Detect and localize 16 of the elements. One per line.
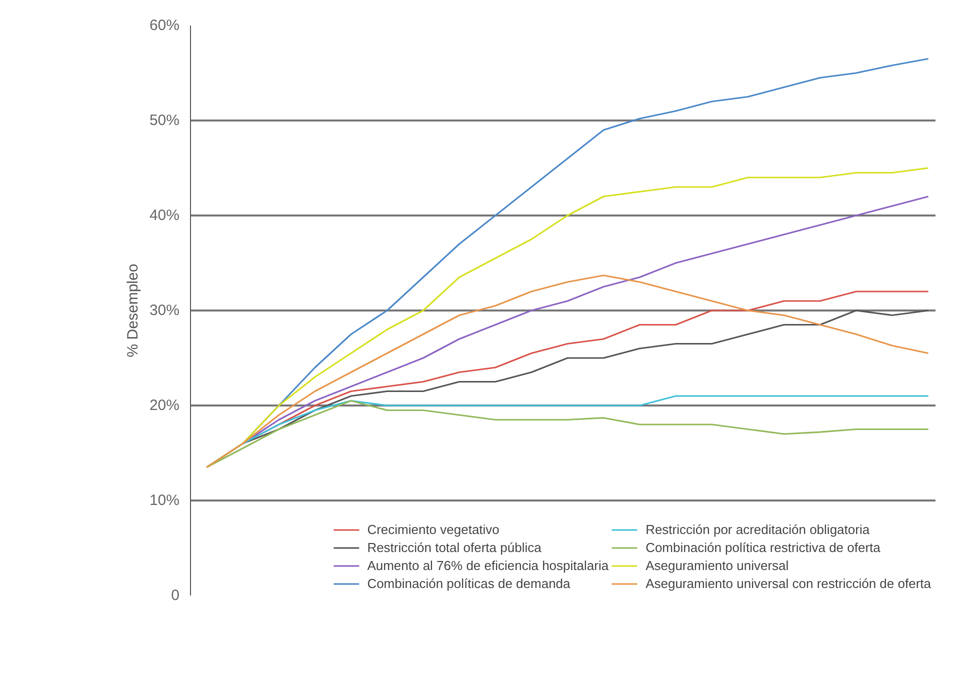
legend-label: Restricción por acreditación obligatoria: [646, 522, 870, 537]
y-tick-label: 0: [171, 587, 180, 604]
legend-label: Restricción total oferta pública: [367, 540, 542, 555]
legend-label: Aseguramiento universal con restricción de oferta: [646, 576, 931, 591]
y-tick-label: 20%: [149, 397, 180, 414]
legend-label: Crecimiento vegetativo: [367, 522, 500, 537]
legend-label: Aseguramiento universal: [646, 558, 789, 573]
y-tick-label: 10%: [149, 492, 180, 509]
y-axis-title: % Desempleo: [124, 264, 142, 358]
y-tick-label: 50%: [149, 112, 180, 129]
legend-label: Aumento al 76% de eficiencia hospitalaria: [367, 558, 609, 573]
legend-label: Combinación política restrictiva de oferta: [646, 540, 880, 555]
y-tick-label: 30%: [149, 302, 180, 319]
y-tick-label: 60%: [149, 17, 180, 34]
legend-label: Combinación políticas de demanda: [367, 576, 570, 591]
y-tick-label: 40%: [149, 207, 180, 224]
